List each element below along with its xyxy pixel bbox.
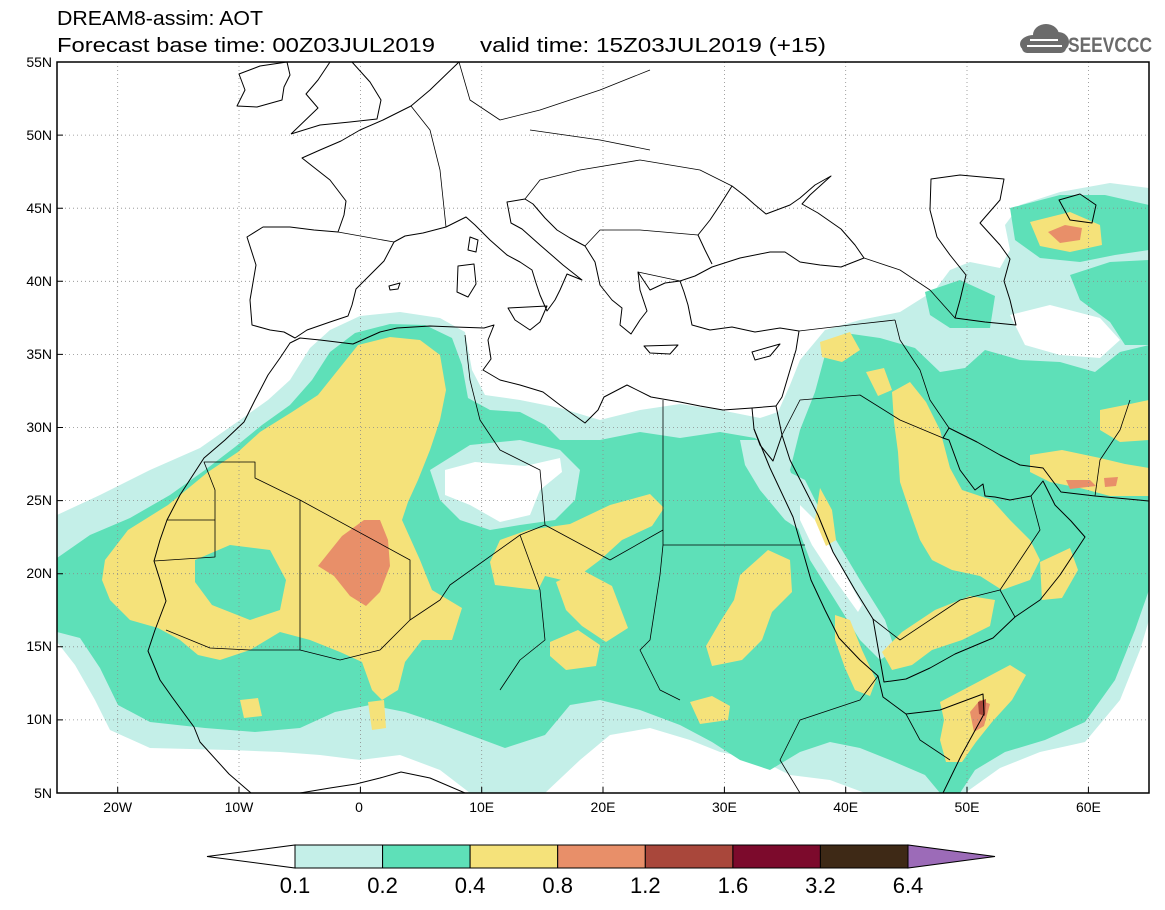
aot-0.1-0.2-gap-egypt	[740, 440, 800, 530]
coast-europe-south	[246, 62, 681, 339]
colorbar-level-label: 1.2	[630, 873, 661, 898]
latitude-labels: 55N 50N 45N 40N 35N 30N 25N 20N 15N 10N …	[26, 54, 52, 801]
colorbar-bin	[294, 844, 384, 869]
colorbar	[206, 844, 996, 869]
coast-aral	[1058, 193, 1097, 224]
lon-label: 20E	[591, 799, 616, 815]
lat-label: 45N	[26, 200, 52, 216]
lat-label: 10N	[26, 711, 52, 727]
aot-0.4-0.8-regions	[102, 212, 1149, 762]
colorbar-level-label: 0.8	[542, 873, 573, 898]
aot-0.4-0.8-iran-coast	[1030, 450, 1149, 496]
lat-label: 20N	[26, 565, 52, 581]
lon-label: 40E	[833, 799, 858, 815]
borders-middle-east	[779, 319, 1131, 793]
coast-africa-north-west	[147, 324, 777, 793]
borders-north-africa	[464, 334, 805, 701]
lon-label: 50E	[955, 799, 980, 815]
lat-label: 55N	[26, 54, 52, 70]
coast-levant-turkey-black-sea	[679, 175, 865, 407]
aot-below-0.1-sahara	[445, 458, 562, 522]
aot-0.4-0.8-west-sahara	[102, 337, 462, 700]
lat-label: 40N	[26, 273, 52, 289]
coast-sinai	[753, 405, 783, 462]
lon-label: 10E	[469, 799, 494, 815]
colorbar-level-label: 3.2	[805, 873, 836, 898]
lon-label: 10W	[225, 799, 255, 815]
axis-ticks	[57, 134, 1089, 793]
colorbar-level-label: 0.1	[280, 873, 311, 898]
lat-label: 35N	[26, 346, 52, 362]
aot-0.4-0.8-arabia-east	[892, 382, 1040, 590]
aot-0.8-1.2-caspian	[1048, 225, 1082, 243]
aot-field	[57, 62, 1149, 793]
aot-0.4-0.8-iraq	[866, 368, 892, 396]
lat-label: 5N	[34, 785, 52, 801]
colorbar-level-label: 0.2	[367, 873, 398, 898]
lon-label: 30E	[712, 799, 737, 815]
aot-below-0.1-red-sea	[800, 505, 862, 612]
aot-below-0.1-iran	[1010, 305, 1120, 358]
aot-0.4-0.8-chad-south	[550, 630, 600, 670]
valid-time: valid time: 15Z03JUL2019 (+15)	[480, 35, 826, 57]
aot-0.8-1.2-iran-b	[1104, 477, 1118, 487]
lon-label: 0	[355, 799, 363, 815]
country-borders	[153, 62, 1131, 793]
seevccc-logo: SEEVCCC	[1020, 24, 1152, 57]
cloud-icon	[1020, 24, 1069, 53]
longitude-labels: 20W 10W 0 10E 20E 30E 40E 50E 60E	[103, 799, 1101, 815]
coast-red-sea-africa	[751, 407, 985, 793]
lon-label: 20W	[103, 799, 133, 815]
aot-0.4-0.8-oman	[1040, 548, 1078, 600]
colorbar-bin	[819, 844, 909, 869]
colorbar-level-label: 6.4	[893, 873, 924, 898]
colorbar-bin	[644, 844, 734, 869]
colorbar-level-label: 1.6	[718, 873, 749, 898]
lat-label: 30N	[26, 419, 52, 435]
colorbar-under-triangle	[206, 844, 296, 869]
aot-0.8-1.2-algeria-mali	[318, 520, 390, 606]
borders-west-africa	[153, 461, 546, 661]
lon-label: 60E	[1076, 799, 1101, 815]
aot-0.2-0.4-hole-mauritania	[195, 545, 286, 620]
lat-label: 25N	[26, 492, 52, 508]
colorbar-labels: 0.1 0.2 0.4 0.8 1.2 1.6 3.2 6.4	[280, 873, 924, 898]
colorbar-level-label: 0.4	[455, 873, 486, 898]
coast-arabia	[781, 427, 1086, 683]
aot-0.4-0.8-hejaz	[815, 488, 836, 546]
colorbar-bin	[732, 844, 821, 869]
aot-0.4-0.8-sudan-south	[690, 696, 730, 724]
aot-0.4-0.8-sudan	[706, 550, 792, 666]
aot-0.4-0.8-afghanistan	[1100, 400, 1149, 442]
colorbar-bin	[557, 844, 646, 869]
coast-gulf-of-guinea	[299, 771, 466, 793]
lat-label: 15N	[26, 638, 52, 654]
coast-iran	[948, 427, 1149, 502]
colorbar-bin	[382, 844, 471, 869]
aot-0.4-0.8-nigeria	[368, 700, 386, 730]
coast-caspian	[929, 174, 1017, 326]
coast-ireland	[236, 62, 291, 108]
forecast-base-time: Forecast base time: 00Z03JUL2019	[57, 35, 435, 57]
aot-0.4-0.8-chad	[556, 570, 628, 642]
aot-0.2-0.4-region-iran-west	[925, 280, 995, 328]
coast-britain	[290, 62, 382, 135]
lat-label: 50N	[26, 127, 52, 143]
colorbar-over-triangle	[907, 844, 996, 869]
logo-text: SEEVCCC	[1068, 34, 1152, 57]
coast-islands	[388, 236, 781, 361]
coastlines	[147, 62, 1149, 793]
aot-0.4-0.8-guinea	[240, 698, 262, 718]
colorbar-bin	[469, 844, 559, 869]
borders-europe	[337, 62, 956, 319]
map-title: DREAM8-assim: AOT	[57, 8, 263, 30]
